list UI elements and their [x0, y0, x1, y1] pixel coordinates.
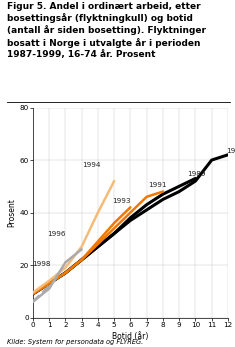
Text: Figur 5. Andel i ordinært arbeid, etter
bosettingsår (flyktningkull) og botid
(a: Figur 5. Andel i ordinært arbeid, etter …	[7, 2, 206, 59]
Text: 1991: 1991	[148, 182, 167, 188]
X-axis label: Botid (år): Botid (år)	[112, 332, 149, 341]
Text: 1989: 1989	[187, 171, 206, 177]
Text: 1987: 1987	[226, 148, 235, 154]
Text: Kilde: System for persondata og FLYREG.: Kilde: System for persondata og FLYREG.	[7, 339, 143, 345]
Text: 1993: 1993	[113, 198, 131, 204]
Text: 1994: 1994	[82, 162, 101, 168]
Y-axis label: Prosent: Prosent	[8, 198, 17, 227]
Text: 1996: 1996	[47, 230, 65, 237]
Text: 1998: 1998	[32, 261, 51, 267]
